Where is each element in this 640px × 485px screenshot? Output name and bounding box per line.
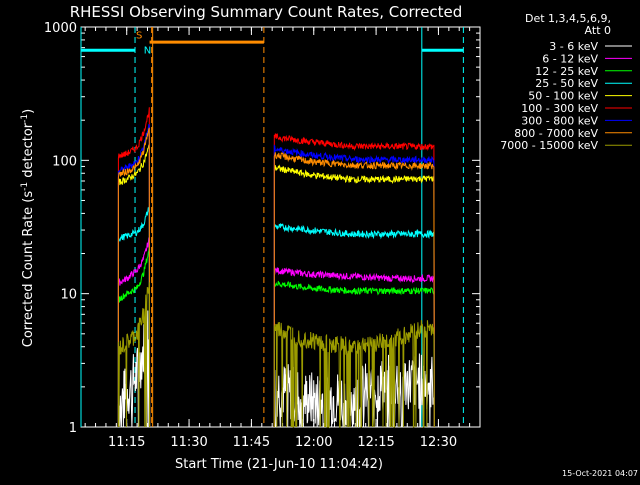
data-series: [117, 107, 435, 429]
x-tick-label: 11:15: [108, 435, 145, 450]
x-tick-label: 11:45: [233, 435, 270, 450]
series-trace: [273, 320, 435, 428]
marker-letter: S: [136, 30, 142, 41]
series-trace: [273, 164, 435, 428]
legend-entry-label: 100 - 300 keV: [521, 102, 598, 115]
y-axis-label-sup2: -1: [20, 114, 30, 123]
y-tick-label: 1000: [44, 21, 77, 36]
x-tick-label: 12:30: [420, 435, 457, 450]
series-trace: [117, 107, 151, 428]
series-6-12-kevkev: [117, 237, 435, 428]
series-trace: [273, 144, 435, 428]
series-trace: [117, 206, 151, 428]
series-trace: [117, 246, 151, 428]
series-trace: [273, 133, 435, 428]
series-trace: [117, 237, 151, 428]
legend-entry-label: 50 - 100 keV: [528, 90, 598, 103]
series-50-100-kevkev: [117, 144, 435, 428]
y-tick-label: 100: [52, 154, 77, 169]
series-trace: [117, 127, 151, 428]
chart-title: RHESSI Observing Summary Count Rates, Co…: [70, 3, 463, 21]
y-tick-label: 1: [69, 421, 77, 436]
series-trace: [273, 267, 435, 428]
legend-entry-label: 25 - 50 keV: [535, 77, 598, 90]
x-tick-label: 12:15: [357, 435, 394, 450]
legend-entry-label: 6 - 12 keV: [542, 52, 598, 65]
series-25-50-kevkev: [117, 206, 435, 428]
series-800-7000-kevkev: [117, 127, 435, 428]
generation-timestamp: 15-Oct-2021 04:07: [562, 469, 638, 478]
series-100-300-kevkev: [117, 107, 435, 428]
x-tick-label: 11:30: [170, 435, 207, 450]
y-axis-label-part2: detector: [21, 122, 36, 182]
series-trace: [117, 144, 151, 428]
y-axis-label-part3: ): [21, 109, 36, 114]
legend-header: Det 1,3,4,5,6,9,: [525, 12, 611, 25]
y-axis-label-sup1: -1: [20, 182, 30, 191]
legend-entry-label: 7000 - 15000 keV: [500, 139, 598, 152]
x-axis-label: Start Time (21-Jun-10 11:04:42): [175, 457, 383, 472]
y-tick-label: 10: [60, 288, 77, 303]
y-axis-label-part1: Corrected Count Rate (s: [21, 191, 36, 348]
marker-letter: N: [144, 45, 151, 56]
series-12-25-kevkev: [117, 246, 435, 428]
x-tick-label: 12:00: [295, 435, 332, 450]
series-7000-15000-kevkev: [117, 282, 435, 428]
legend-entry-label: 300 - 800 keV: [521, 114, 598, 127]
series-trace: [117, 282, 151, 428]
series-trace: [273, 353, 435, 429]
y-axis-label: Corrected Count Rate (s-1 detector-1): [20, 109, 36, 347]
legend-entry-label: 3 - 6 keV: [549, 40, 598, 53]
axis-ticks: 1 10 100 1000 11:15 11:30 11:45 12:00 12:15 12:30: [44, 21, 480, 450]
time-markers: SN: [80, 27, 464, 427]
legend-entry-label: 12 - 25 keV: [535, 65, 598, 78]
legend-header: Att 0: [585, 24, 611, 37]
series-trace: [273, 223, 435, 428]
series-trace: [273, 152, 435, 428]
legend-entry-label: 800 - 7000 keV: [514, 127, 598, 140]
series-trace: [273, 280, 435, 428]
